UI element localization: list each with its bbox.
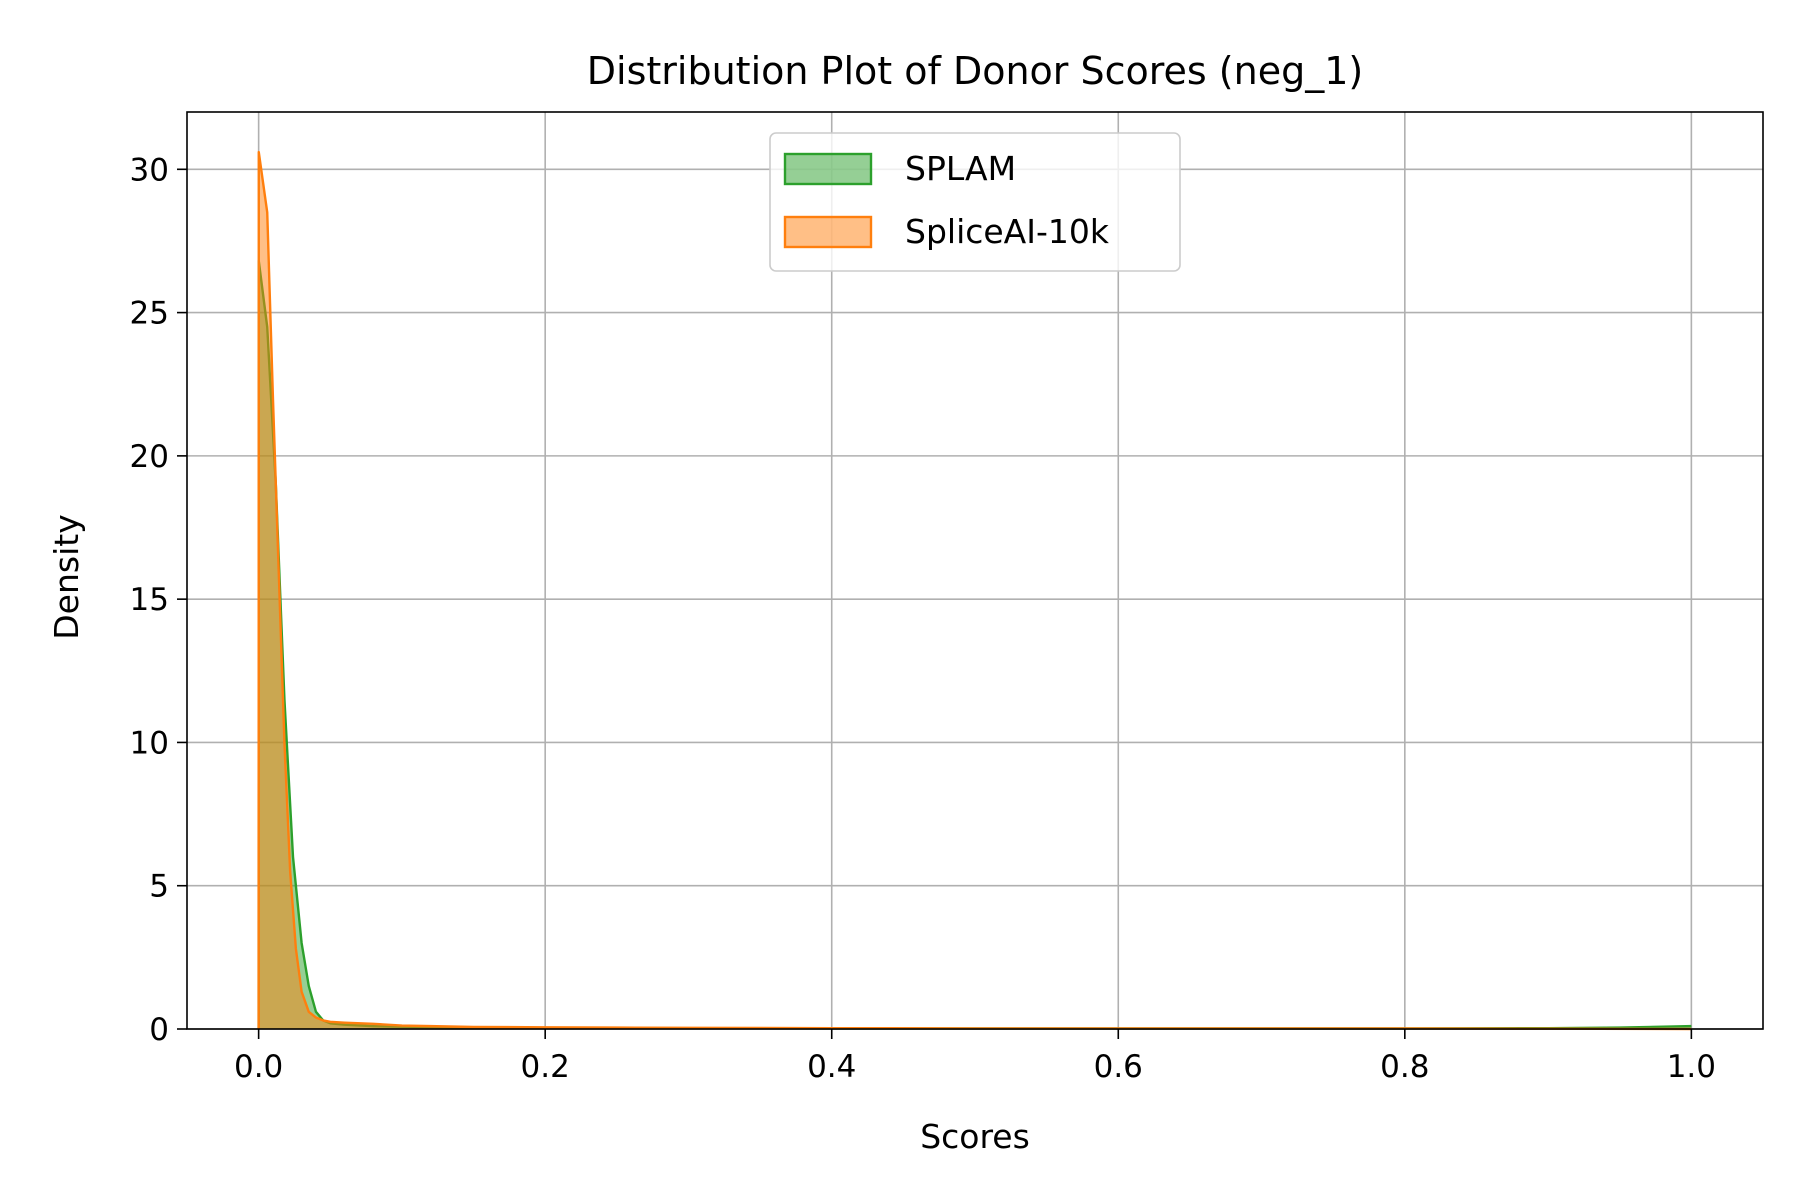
chart-title: Distribution Plot of Donor Scores (neg_1… (587, 49, 1363, 93)
legend-swatch-spliceai-10k (783, 215, 873, 249)
legend-box (769, 132, 1181, 272)
y-tick-label: 25 (130, 296, 169, 332)
legend-label-splam: SPLAM (905, 149, 1016, 188)
y-tick-label: 0 (149, 1012, 169, 1048)
y-tick-label: 10 (130, 725, 169, 761)
x-axis-label: Scores (920, 1117, 1030, 1156)
y-axis-label: Density (47, 514, 86, 639)
x-tick-label: 1.0 (1667, 1049, 1716, 1085)
legend-label-spliceai-10k: SpliceAI-10k (905, 212, 1110, 251)
plot-frame (186, 111, 1764, 1030)
legend: SPLAM SpliceAI-10k (769, 132, 1181, 272)
x-tick-label: 0.0 (234, 1049, 283, 1085)
y-tick-label: 30 (130, 152, 169, 188)
y-axis-ticks: 0 5 10 15 20 25 30 (130, 152, 187, 1048)
legend-swatch-splam (783, 152, 873, 186)
y-tick-label: 20 (130, 439, 169, 475)
x-tick-label: 0.6 (1094, 1049, 1143, 1085)
x-tick-label: 0.2 (521, 1049, 570, 1085)
x-axis-ticks: 0.0 0.2 0.4 0.6 0.8 1.0 (234, 1029, 1716, 1085)
y-tick-label: 5 (149, 869, 169, 905)
y-tick-label: 15 (130, 582, 169, 618)
x-tick-label: 0.4 (807, 1049, 856, 1085)
x-tick-label: 0.8 (1380, 1049, 1429, 1085)
